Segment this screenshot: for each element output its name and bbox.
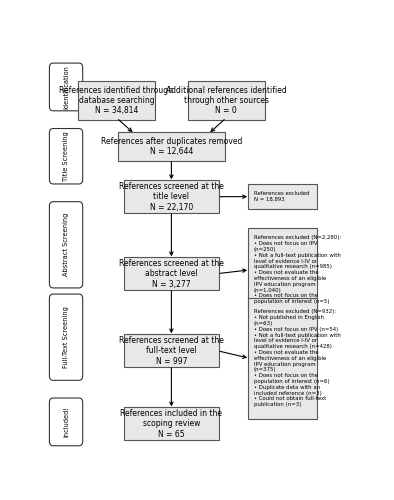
FancyBboxPatch shape	[49, 128, 83, 184]
Text: Included!: Included!	[63, 406, 69, 438]
FancyBboxPatch shape	[249, 298, 317, 419]
Text: References excluded (N=932):
• Not published in English
(n=63)
• Does not focus : References excluded (N=932): • Not publi…	[254, 310, 340, 408]
FancyBboxPatch shape	[118, 132, 225, 161]
FancyBboxPatch shape	[188, 81, 264, 120]
Text: References screened at the
full-text level
N = 997: References screened at the full-text lev…	[119, 336, 224, 366]
FancyBboxPatch shape	[124, 408, 219, 440]
FancyBboxPatch shape	[78, 81, 154, 120]
Text: References included in the
scoping review
N = 65: References included in the scoping revie…	[121, 409, 222, 438]
Text: Full-Text Screening: Full-Text Screening	[63, 306, 69, 368]
Text: References excluded
N = 18,893: References excluded N = 18,893	[254, 192, 309, 202]
FancyBboxPatch shape	[49, 63, 83, 111]
Text: Abstract Screening: Abstract Screening	[63, 213, 69, 276]
FancyBboxPatch shape	[124, 180, 219, 213]
Text: Identification: Identification	[63, 65, 69, 109]
Text: References excluded (N=2,280):
• Does not focus on IPV
(n=250)
• Not a full-text: References excluded (N=2,280): • Does no…	[254, 236, 341, 304]
Text: References screened at the
title level
N = 22,170: References screened at the title level N…	[119, 182, 224, 212]
FancyBboxPatch shape	[49, 202, 83, 288]
Text: References screened at the
abstract level
N = 3,277: References screened at the abstract leve…	[119, 259, 224, 288]
Text: Additional references identified
through other sources
N = 0: Additional references identified through…	[166, 86, 287, 116]
FancyBboxPatch shape	[49, 398, 83, 446]
Text: References after duplicates removed
N = 12,644: References after duplicates removed N = …	[101, 137, 242, 156]
FancyBboxPatch shape	[249, 184, 317, 209]
Text: Title Screening: Title Screening	[63, 132, 69, 181]
FancyBboxPatch shape	[124, 258, 219, 290]
FancyBboxPatch shape	[49, 294, 83, 380]
FancyBboxPatch shape	[249, 228, 317, 311]
Text: References identified through
database searching
N = 34,814: References identified through database s…	[59, 86, 173, 116]
FancyBboxPatch shape	[124, 334, 219, 367]
